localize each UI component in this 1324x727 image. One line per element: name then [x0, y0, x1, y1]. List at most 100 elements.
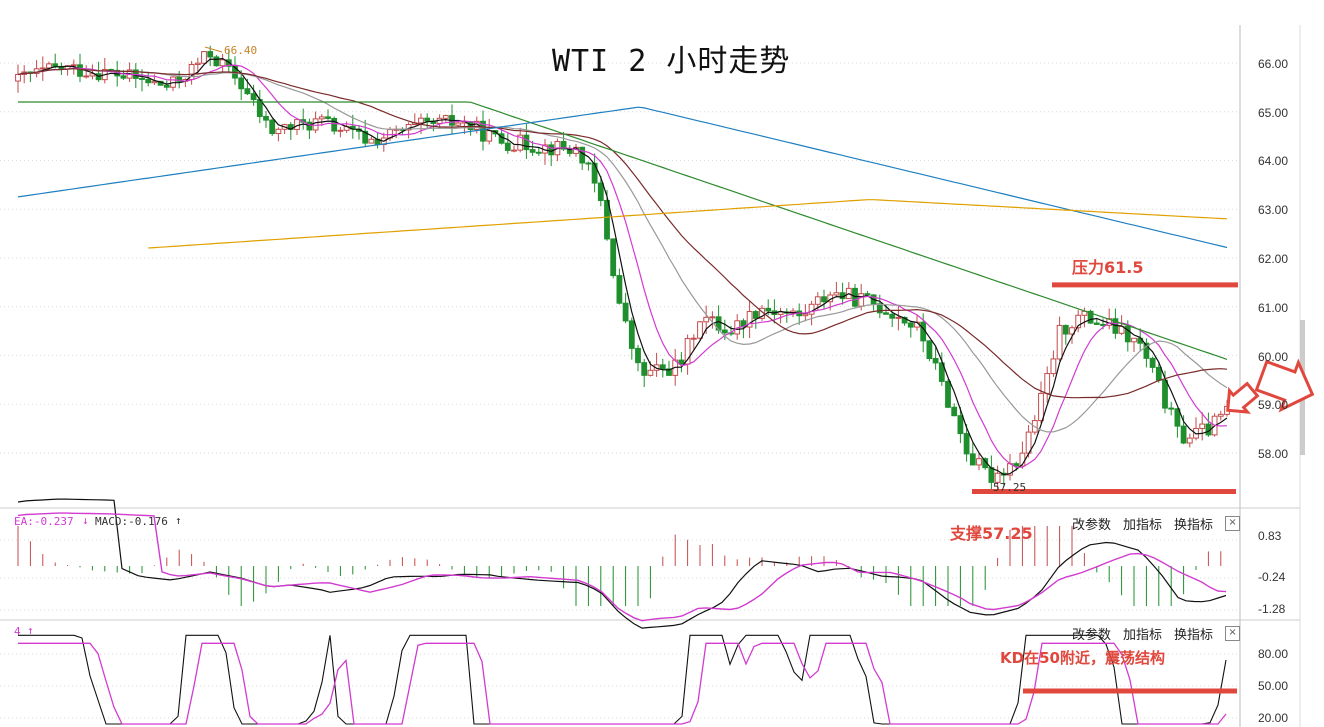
candle [1124, 325, 1131, 343]
candle [145, 78, 152, 84]
edit-params-button[interactable]: 改参数 [1072, 628, 1112, 643]
kd-annotation: KD在50附近，震荡结构 [1000, 649, 1165, 667]
candle [821, 296, 827, 303]
candle [269, 119, 276, 135]
candle [1050, 358, 1057, 375]
candle [765, 307, 772, 312]
moving-average-line [17, 67, 1228, 433]
support-annotation: 支撑57.25 [950, 524, 1033, 543]
candle [1162, 379, 1168, 409]
close-icon[interactable]: × [1225, 626, 1241, 641]
candle [852, 287, 858, 307]
y-tick-label: 66.00 [1258, 57, 1289, 71]
candle [907, 322, 914, 328]
candle [213, 56, 220, 67]
candle [932, 358, 939, 364]
macd-tick-label: -0.24 [1258, 570, 1286, 584]
candle [70, 64, 77, 67]
high-marker [204, 46, 223, 53]
candle [833, 292, 840, 296]
candle [250, 93, 257, 101]
moving-average-line [17, 106, 1228, 249]
arrow-down-icon: ↓ [82, 514, 89, 527]
candle [151, 80, 158, 84]
candle [15, 73, 21, 82]
candle [659, 364, 666, 370]
candle [163, 84, 170, 88]
candle [1062, 324, 1069, 335]
candle [77, 64, 83, 77]
candle [325, 116, 331, 119]
candle [802, 313, 809, 317]
kd-tick-label: 80.00 [1258, 647, 1289, 661]
macd-tick-label: 0.83 [1258, 529, 1282, 543]
candle [238, 77, 245, 90]
candle [517, 134, 524, 151]
candle [560, 140, 567, 150]
switch-indicator-button[interactable]: 换指标 [1174, 518, 1214, 533]
add-indicator-button[interactable]: 加指标 [1123, 518, 1163, 533]
candle [1131, 337, 1137, 343]
resistance-annotation: 压力61.5 [1072, 258, 1144, 277]
candle [1087, 310, 1094, 324]
candle [610, 238, 617, 277]
candle [1168, 407, 1175, 410]
candle [1174, 408, 1181, 427]
y-tick-label: 59.00 [1258, 398, 1289, 412]
candle [1186, 437, 1193, 444]
candle [504, 142, 511, 151]
candle [752, 311, 759, 319]
candle [368, 138, 375, 144]
high-price-label: 66.40 [224, 44, 258, 57]
candle [616, 275, 623, 304]
candle [120, 75, 127, 79]
candle [275, 128, 282, 135]
candle [244, 88, 251, 95]
candle [89, 73, 96, 77]
moving-average-line [17, 57, 1228, 476]
candle [1100, 323, 1106, 326]
add-indicator-button[interactable]: 加指标 [1123, 628, 1163, 643]
candle [318, 116, 325, 120]
y-tick-label: 60.00 [1258, 350, 1289, 364]
candle [1075, 314, 1082, 329]
candle [1155, 366, 1162, 381]
kd-toolbar: 改参数 加指标 换指标 × [1072, 624, 1241, 643]
candle [622, 302, 629, 322]
candle [579, 146, 586, 164]
low-price-label: 57.25 [993, 481, 1027, 494]
candle [176, 76, 183, 82]
candle [994, 472, 1001, 483]
moving-average-line [18, 101, 1228, 360]
candle [666, 368, 672, 376]
d-line [18, 642, 1227, 725]
edit-params-button[interactable]: 改参数 [1072, 518, 1112, 533]
candle [312, 118, 319, 131]
close-icon[interactable]: × [1225, 516, 1241, 531]
macd-dea-label: EA:-0.237 [14, 515, 74, 528]
candle [529, 149, 536, 153]
candle [945, 380, 951, 408]
candle [808, 303, 815, 315]
candle [1180, 425, 1187, 444]
candle [703, 316, 710, 323]
candle [889, 313, 896, 319]
candle [480, 120, 486, 142]
candle [331, 117, 338, 132]
y-tick-label: 62.00 [1258, 252, 1289, 266]
candle [548, 144, 555, 156]
candle [864, 293, 871, 296]
candle [628, 320, 635, 349]
candle [858, 293, 865, 307]
y-tick-label: 61.00 [1258, 301, 1289, 315]
macd-value-label: MACD:-0.176 [95, 515, 168, 528]
candle [814, 296, 821, 305]
candle [52, 63, 59, 67]
candle [1093, 322, 1100, 325]
candle [591, 162, 598, 184]
candle [1199, 423, 1206, 429]
kd-tick-label: 50.00 [1258, 679, 1289, 693]
candle [201, 51, 207, 64]
candle [926, 340, 933, 360]
switch-indicator-button[interactable]: 换指标 [1174, 628, 1214, 643]
